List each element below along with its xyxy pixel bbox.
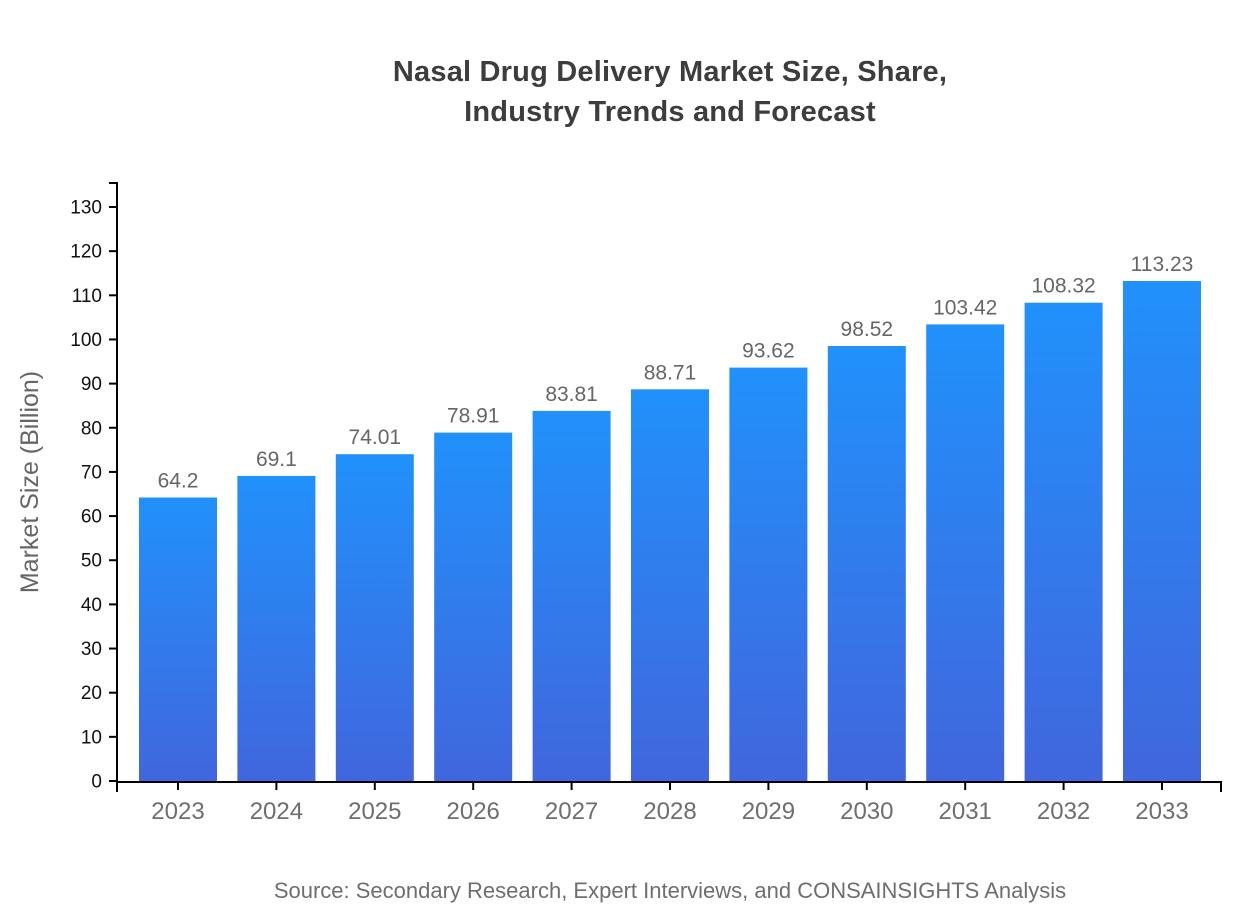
y-tick-label-0: 0 (91, 772, 102, 793)
value-label-2033: 113.23 (1131, 253, 1194, 276)
y-tick-label-120: 120 (70, 242, 102, 263)
value-label-2030: 98.52 (841, 318, 894, 341)
y-tick-label-80: 80 (81, 418, 102, 439)
x-tick-label-2032: 2032 (1037, 798, 1090, 825)
y-tick-label-90: 90 (81, 374, 102, 395)
bar-2024 (237, 475, 316, 781)
value-label-2024: 69.1 (256, 448, 297, 471)
value-label-2023: 64.2 (158, 470, 199, 493)
x-tick-label-2023: 2023 (151, 798, 204, 825)
y-axis-line (109, 182, 118, 782)
y-tick-label-60: 60 (81, 507, 102, 528)
x-tick-label-2031: 2031 (939, 798, 992, 825)
source-note: Source: Secondary Research, Expert Inter… (273, 878, 1067, 903)
bar-2025 (335, 454, 414, 781)
bar-2033 (1123, 281, 1201, 781)
value-label-2026: 78.91 (447, 405, 500, 428)
y-tick-label-100: 100 (70, 330, 102, 351)
chart-title-line-2: Industry Trends and Forecast (464, 96, 876, 128)
y-tick-label-40: 40 (81, 595, 102, 616)
x-tick-label-2027: 2027 (545, 798, 598, 825)
y-tick-label-20: 20 (81, 683, 102, 704)
x-tick-label-2024: 2024 (250, 798, 303, 825)
y-tick-label-10: 10 (81, 727, 102, 748)
x-tick-label-2029: 2029 (742, 798, 795, 825)
value-label-2027: 83.81 (545, 383, 598, 406)
bar-2030 (827, 346, 906, 781)
y-tick-label-110: 110 (72, 286, 102, 307)
bar-2027 (532, 410, 611, 781)
y-tick-label-30: 30 (81, 639, 102, 660)
value-label-2031: 103.42 (933, 296, 997, 319)
value-label-2028: 88.71 (644, 361, 697, 384)
chart-title-line-1: Nasal Drug Delivery Market Size, Share, (392, 56, 948, 88)
value-label-2029: 93.62 (742, 340, 795, 363)
y-tick-label-50: 50 (81, 551, 102, 572)
y-tick-label-130: 130 (70, 198, 102, 219)
x-tick-label-2030: 2030 (840, 798, 893, 825)
x-tick-label-2028: 2028 (643, 798, 696, 825)
y-axis-title: Market Size (Billion) (16, 371, 44, 593)
x-tick-label-2033: 2033 (1135, 798, 1188, 825)
chart-title: Nasal Drug Delivery Market Size, Share, … (0, 52, 1260, 132)
x-axis-line (116, 781, 1222, 792)
x-tick-label-2026: 2026 (447, 798, 500, 825)
bar-2029 (729, 367, 808, 781)
bar-2028 (631, 389, 709, 781)
bar-2026 (434, 432, 513, 781)
value-label-2032: 108.32 (1031, 275, 1095, 298)
bar-2023 (139, 497, 217, 781)
y-tick-label-70: 70 (81, 462, 102, 483)
value-label-2025: 74.01 (349, 426, 402, 449)
bar-2032 (1024, 302, 1103, 781)
x-tick-label-2025: 2025 (348, 798, 401, 825)
bar-2031 (926, 324, 1005, 781)
